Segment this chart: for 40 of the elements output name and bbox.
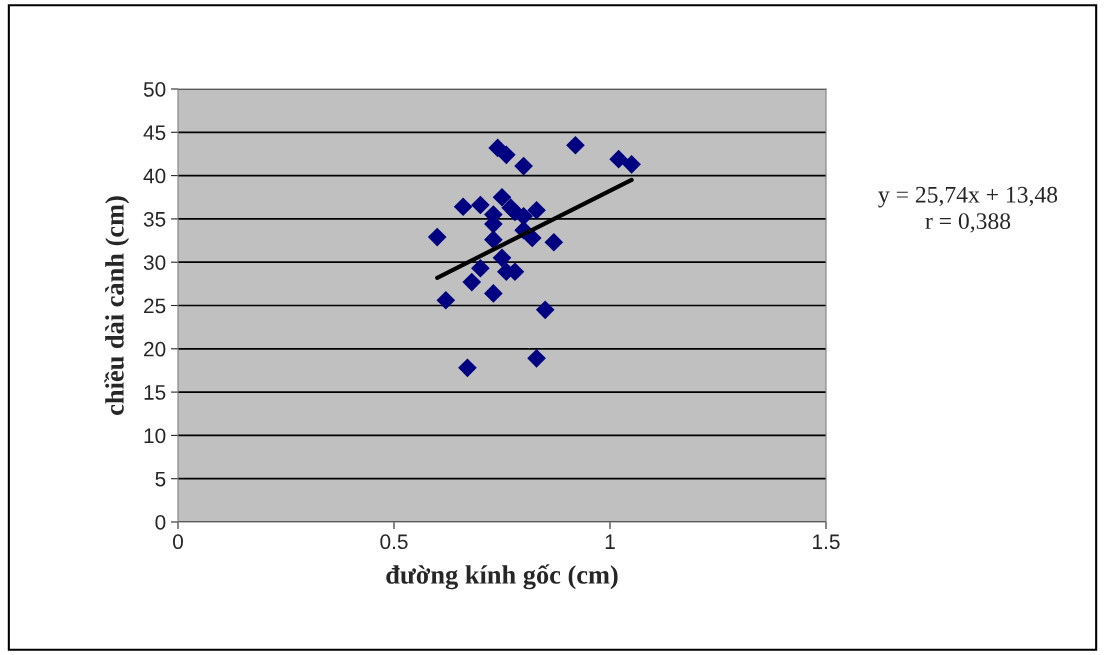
y-tick-label: 35 [143,211,166,227]
x-tick-label: 0 [173,534,183,550]
x-tick-label: 1 [605,534,615,549]
point [522,228,542,248]
y-tick-label: 50 [143,82,166,97]
point [514,206,533,226]
point [535,300,555,320]
point [462,272,482,292]
y-tick-label: 40 [143,168,166,184]
y-tick-label: 15 [144,385,166,400]
point [527,349,546,368]
point [458,358,477,378]
y-tick-label: 25 [144,298,166,314]
point [566,135,585,155]
y-tick-label: 5 [155,471,166,487]
x-axis-title: đường kính gốc (cm) [386,564,618,590]
point [436,290,456,310]
point [622,155,641,174]
y-axis-title: chiều dài cành (cm) [104,196,130,415]
point [484,284,503,303]
point [492,248,512,268]
point [492,187,512,207]
text: y = 25,74x + 13,48 r = 0,388 [878,186,1058,233]
y-tick-label: 20 [144,341,166,357]
point [514,156,533,176]
y-tick-label: 0 [155,515,166,530]
point [497,145,516,165]
point [427,227,447,247]
point [453,197,473,217]
point [544,232,564,252]
point [527,200,546,220]
y-tick-label: 10 [144,428,166,444]
y-tick-label: 30 [143,255,166,270]
point [471,258,490,278]
point [609,149,628,169]
point [484,230,503,249]
point [471,195,490,215]
x-tick-label: 0.5 [380,534,408,550]
y-tick-label: 45 [143,125,166,141]
x-tick-label: 1.5 [813,534,840,550]
